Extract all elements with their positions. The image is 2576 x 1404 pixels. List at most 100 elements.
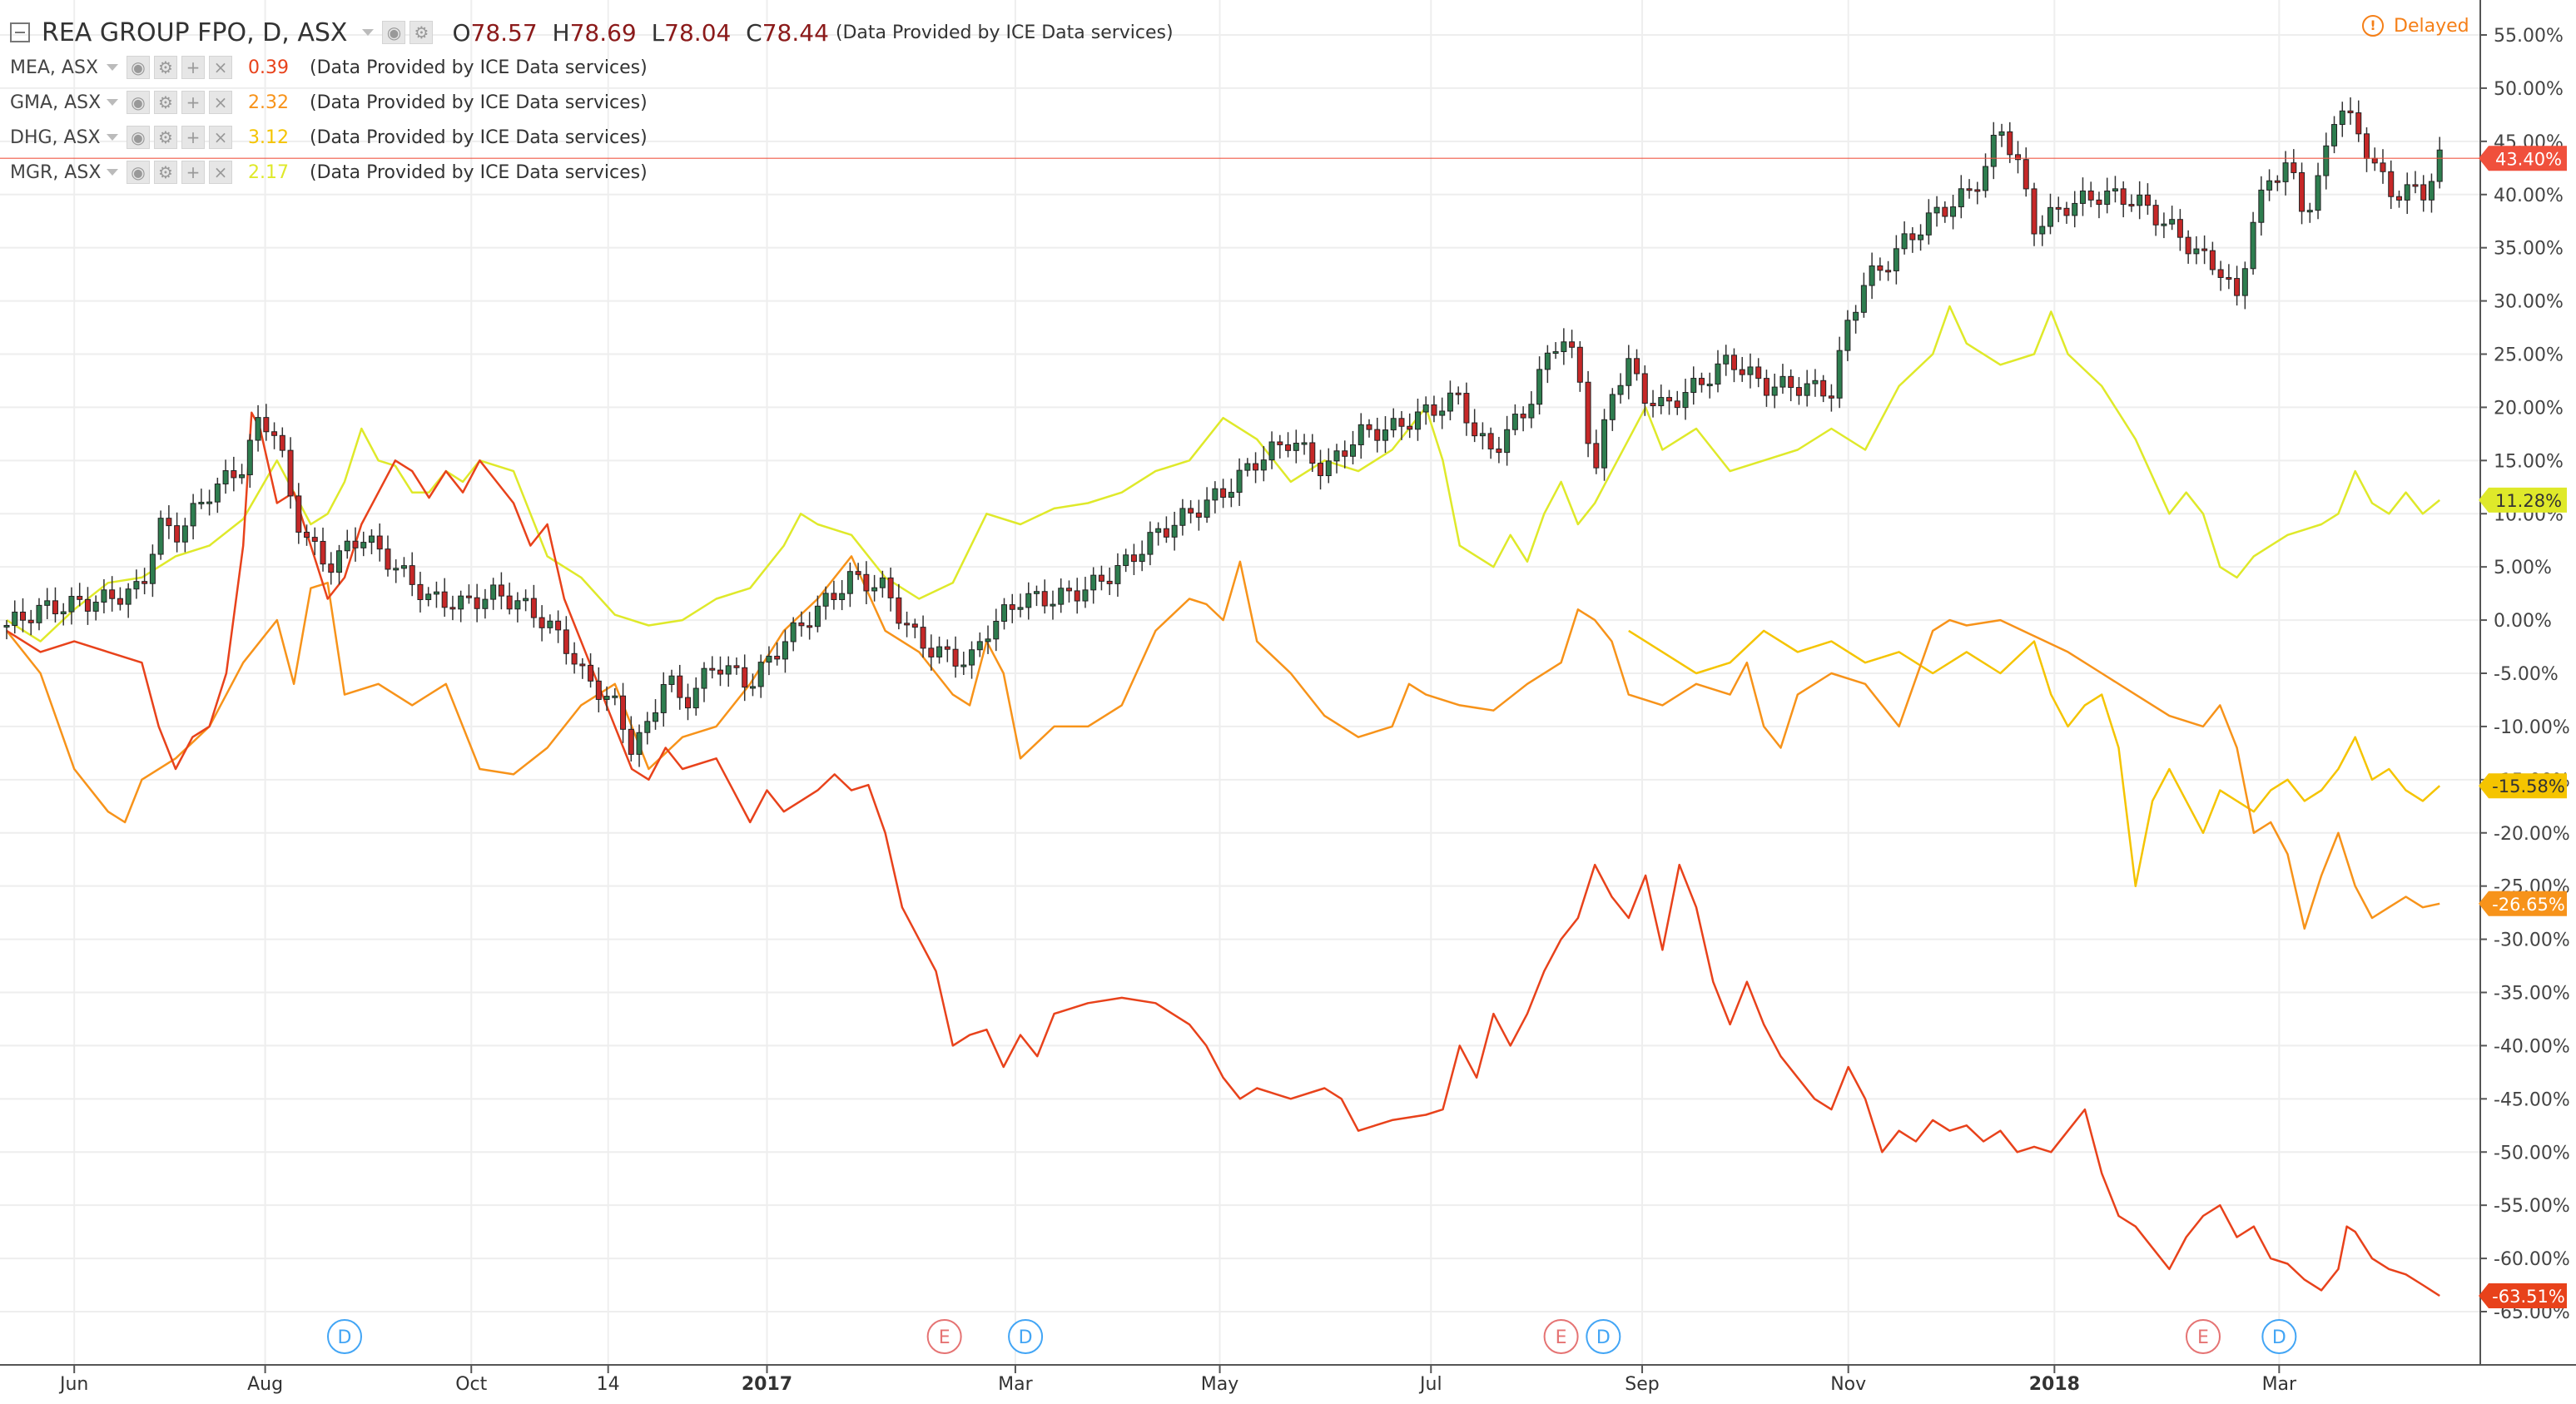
candle-body (1730, 355, 1737, 370)
close-icon[interactable]: × (209, 56, 232, 79)
plus-icon[interactable]: + (181, 126, 205, 149)
candle-body (368, 535, 375, 543)
close-icon[interactable]: × (209, 91, 232, 114)
candle-body (2015, 154, 2022, 161)
candle-body (2007, 131, 2013, 156)
chevron-down-icon[interactable] (107, 169, 118, 176)
legend-symbol[interactable]: MEA, ASX (10, 57, 99, 78)
close-icon[interactable]: × (209, 161, 232, 184)
legend-symbol[interactable]: MGR, ASX (10, 161, 102, 183)
candle-body (1487, 433, 1494, 449)
candle-body (1739, 369, 1745, 375)
y-tick-label: 35.00% (2494, 239, 2564, 260)
candle-body (644, 721, 651, 733)
delayed-status[interactable]: ! Delayed (2362, 15, 2469, 37)
gear-icon[interactable]: ⚙ (154, 126, 177, 149)
gear-icon[interactable]: ⚙ (154, 56, 177, 79)
plus-icon[interactable]: + (181, 91, 205, 114)
plus-icon[interactable]: + (181, 161, 205, 184)
legend-value: 2.32 (248, 92, 289, 113)
candle-body (2274, 180, 2281, 183)
series-line (6, 411, 2440, 1297)
candle-body (44, 600, 51, 606)
candle-body (2137, 194, 2143, 206)
legend-source-note: (Data Provided by ICE Data services) (310, 127, 648, 148)
candle-body (433, 591, 439, 595)
event-marker (926, 1319, 962, 1354)
eye-icon[interactable]: ◉ (127, 161, 150, 184)
candle-body (1228, 492, 1234, 499)
candle-body (36, 604, 42, 623)
gear-icon[interactable]: ⚙ (154, 161, 177, 184)
chevron-down-icon[interactable] (107, 64, 118, 71)
x-tick-label: Mar (998, 1374, 1033, 1395)
series-line (6, 305, 2440, 642)
gear-icon[interactable]: ⚙ (409, 21, 434, 44)
candle-body (555, 620, 562, 631)
chevron-down-icon[interactable] (362, 29, 375, 36)
y-tick-label: -10.00% (2494, 717, 2570, 738)
candle-body (1836, 350, 1843, 399)
candle-body (2371, 157, 2378, 164)
chevron-down-icon[interactable] (107, 99, 118, 106)
candle-body (798, 622, 805, 627)
candle-body (692, 687, 699, 709)
candle-body (360, 542, 367, 548)
last-value-bg (2479, 146, 2567, 171)
candle-body (547, 620, 553, 628)
eye-icon[interactable]: ◉ (127, 126, 150, 149)
collapse-icon[interactable] (10, 22, 30, 42)
candle-body (231, 470, 237, 479)
candle-body (2169, 219, 2176, 225)
candle-body (1472, 422, 1478, 437)
y-tick-label: -20.00% (2494, 824, 2570, 845)
candle-body (2023, 159, 2029, 190)
candle-body (2395, 196, 2402, 201)
candle-body (1374, 429, 1381, 441)
candle-body (166, 518, 172, 527)
event-marker (2186, 1319, 2221, 1354)
candle-body (19, 611, 26, 621)
y-tick-label: 40.00% (2494, 186, 2564, 206)
eye-icon[interactable]: ◉ (127, 56, 150, 79)
y-tick-label: -45.00% (2494, 1089, 2570, 1110)
candle-body (1950, 206, 1957, 217)
event-marker-letter: D (1019, 1327, 1033, 1348)
legend-symbol[interactable]: DHG, ASX (10, 127, 101, 148)
candle-body (1942, 206, 1948, 217)
candle-body (1065, 588, 1072, 592)
legend-source-note: (Data Provided by ICE Data services) (310, 161, 648, 183)
candle-body (2299, 171, 2305, 212)
plus-icon[interactable]: + (181, 56, 205, 79)
candle-body (879, 577, 886, 588)
eye-icon[interactable]: ◉ (382, 21, 406, 44)
legend-symbol[interactable]: GMA, ASX (10, 92, 102, 113)
candle-body (2217, 269, 2224, 278)
candle-body (409, 565, 415, 585)
candle-body (239, 474, 246, 479)
gear-icon[interactable]: ⚙ (154, 91, 177, 114)
last-value-text: -26.65% (2492, 895, 2565, 915)
candle-body (149, 553, 156, 584)
candle-body (1983, 166, 1989, 191)
close-icon[interactable]: × (209, 126, 232, 149)
event-marker (2261, 1319, 2297, 1354)
y-tick-label: 50.00% (2494, 79, 2564, 100)
last-value-text: 11.28% (2495, 491, 2562, 511)
candle-body (1463, 393, 1470, 424)
main-symbol[interactable]: REA GROUP FPO, D, ASX (42, 17, 348, 47)
candle-body (376, 535, 383, 550)
candle-body (198, 501, 205, 504)
candle-body (2380, 162, 2386, 172)
candle-body (628, 728, 634, 755)
candle-body (1114, 565, 1121, 584)
candle-body (1593, 443, 1600, 469)
main-legend-row: REA GROUP FPO, D, ASX ◉ ⚙ O78.57 H78.69 … (10, 15, 1174, 50)
candle-body (976, 641, 983, 651)
eye-icon[interactable]: ◉ (127, 91, 150, 114)
candle-body (660, 683, 667, 713)
candle-body (831, 593, 837, 601)
candle-body (668, 675, 675, 685)
chevron-down-icon[interactable] (107, 134, 118, 141)
